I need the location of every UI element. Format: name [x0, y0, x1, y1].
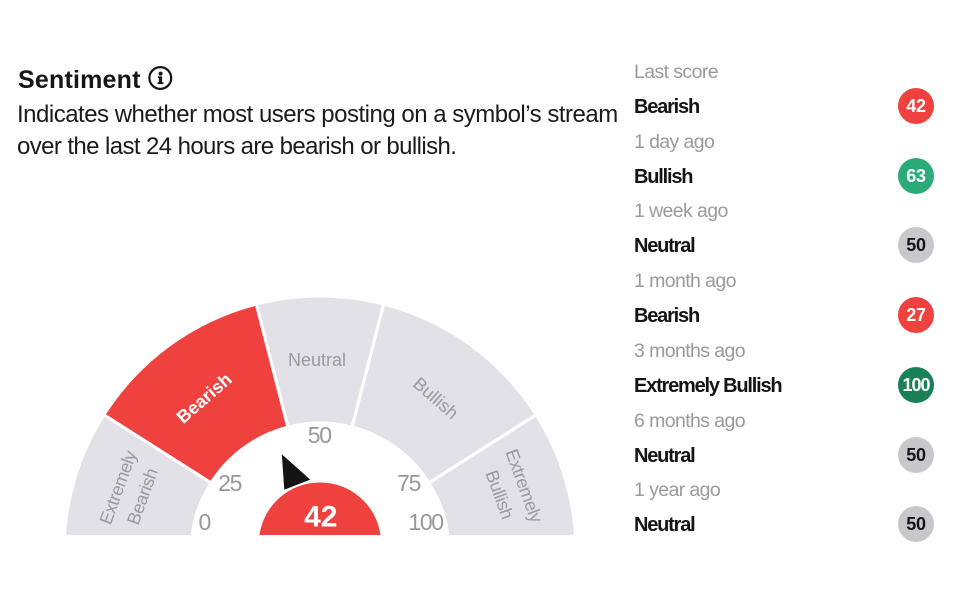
svg-text:0: 0: [198, 509, 210, 535]
svg-text:50: 50: [308, 422, 331, 448]
svg-text:Neutral: Neutral: [288, 350, 346, 370]
svg-text:75: 75: [397, 470, 420, 496]
svg-text:25: 25: [218, 470, 241, 496]
svg-text:42: 42: [304, 500, 337, 533]
svg-text:100: 100: [408, 509, 443, 535]
